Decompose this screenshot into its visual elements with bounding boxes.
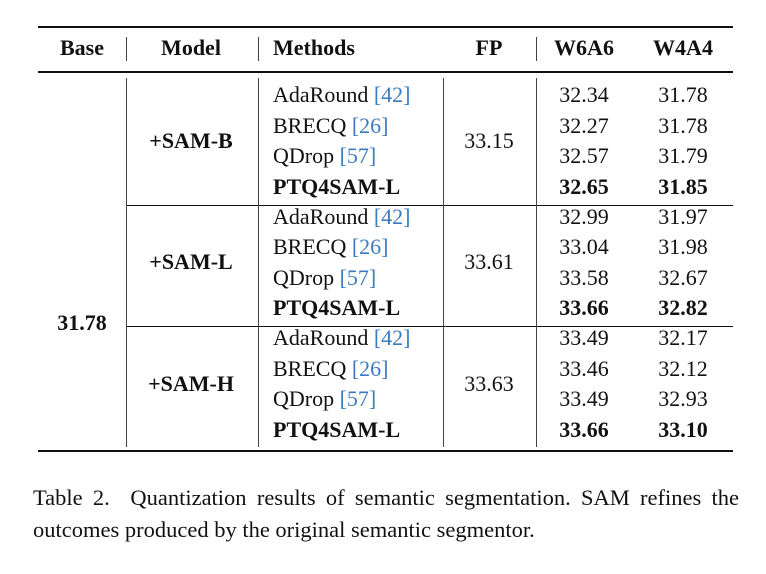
method-name: BRECQ [273, 234, 347, 260]
w6a6-value: 33.04 [559, 234, 609, 260]
fp-value: 33.61 [464, 249, 514, 275]
rule [126, 326, 733, 328]
caption-text: Quantization results of semantic segment… [33, 485, 739, 542]
w6a6-value: 32.57 [559, 143, 609, 168]
w4a4-value: 32.82 [658, 295, 708, 321]
column-rule [536, 37, 537, 61]
method-name: BRECQ [273, 112, 347, 138]
method-cell: QDrop [57] [273, 265, 376, 291]
column-header: Base [60, 35, 104, 60]
rule [126, 204, 733, 206]
method-cell: PTQ4SAM-L [273, 417, 400, 443]
citation: [57] [339, 264, 377, 290]
method-name: PTQ4SAM-L [273, 173, 401, 199]
citation: [42] [373, 203, 411, 229]
w6a6-value: 33.58 [559, 264, 609, 290]
method-cell: BRECQ [26] [273, 234, 389, 260]
method-name: AdaRound [273, 203, 369, 229]
w4a4-value: 31.85 [658, 173, 708, 199]
column-rule [258, 199, 259, 326]
column-header: Methods [273, 35, 355, 60]
fp-value: 33.15 [464, 127, 514, 153]
w4a4-value: 31.97 [658, 203, 708, 229]
column-rule [443, 199, 444, 326]
rule [38, 26, 733, 28]
w4a4-value: 32.12 [658, 355, 708, 381]
citation: [26] [351, 355, 389, 381]
column-rule [443, 321, 444, 447]
citation: [57] [339, 386, 377, 412]
citation: [57] [339, 143, 377, 168]
w4a4-value: 31.78 [658, 82, 708, 107]
column-rule [258, 78, 259, 204]
method-name: AdaRound [273, 325, 369, 351]
w4a4-value: 31.79 [658, 143, 708, 168]
w4a4-value: 32.17 [658, 325, 708, 351]
column-rule [536, 321, 537, 447]
method-name: PTQ4SAM-L [273, 416, 401, 442]
citation: [26] [351, 234, 389, 260]
rule [38, 71, 733, 73]
column-rule [126, 78, 127, 204]
w6a6-value: 33.46 [559, 355, 609, 381]
w4a4-value: 33.10 [658, 416, 708, 442]
w4a4-value: 31.78 [658, 112, 708, 138]
rule [38, 449, 733, 452]
w4a4-value: 31.98 [658, 234, 708, 260]
column-rule [258, 37, 259, 61]
w4a4-value: 32.93 [658, 386, 708, 412]
column-header: W4A4 [653, 35, 713, 60]
w6a6-value: 32.65 [559, 173, 609, 199]
column-header: Model [161, 35, 221, 60]
w6a6-value: 32.34 [559, 82, 609, 107]
method-name: QDrop [273, 264, 335, 290]
w6a6-value: 32.99 [559, 203, 609, 229]
fp-value: 33.63 [464, 371, 514, 397]
method-cell: AdaRound [42] [273, 204, 410, 230]
method-cell: PTQ4SAM-L [273, 174, 400, 200]
w6a6-value: 33.66 [559, 295, 609, 321]
column-header: W6A6 [554, 35, 614, 60]
method-name: QDrop [273, 143, 335, 168]
method-name: QDrop [273, 386, 335, 412]
method-cell: BRECQ [26] [273, 113, 389, 139]
model-name: +SAM-L [149, 249, 233, 275]
column-rule [126, 199, 127, 326]
column-rule [126, 321, 127, 447]
base-value: 31.78 [57, 310, 107, 336]
w6a6-value: 32.27 [559, 112, 609, 138]
column-header: FP [475, 35, 503, 60]
column-rule [258, 321, 259, 447]
column-rule [126, 37, 127, 61]
method-cell: QDrop [57] [273, 143, 376, 169]
table-caption: Table 2. Quantization results of semanti… [33, 482, 739, 546]
method-cell: BRECQ [26] [273, 356, 389, 382]
w4a4-value: 32.67 [658, 264, 708, 290]
method-name: AdaRound [273, 82, 369, 107]
method-name: PTQ4SAM-L [273, 295, 401, 321]
model-name: +SAM-B [149, 127, 233, 153]
w6a6-value: 33.49 [559, 386, 609, 412]
column-rule [536, 78, 537, 204]
column-rule [443, 78, 444, 204]
column-rule [536, 199, 537, 326]
method-cell: AdaRound [42] [273, 82, 410, 108]
method-name: BRECQ [273, 355, 347, 381]
model-name: +SAM-H [148, 371, 234, 397]
citation: [26] [351, 112, 389, 138]
citation: [42] [373, 82, 411, 107]
w6a6-value: 33.49 [559, 325, 609, 351]
method-cell: PTQ4SAM-L [273, 295, 400, 321]
w6a6-value: 33.66 [559, 416, 609, 442]
citation: [42] [373, 325, 411, 351]
caption-label: Table 2. [33, 485, 110, 510]
method-cell: AdaRound [42] [273, 325, 410, 351]
method-cell: QDrop [57] [273, 386, 376, 412]
